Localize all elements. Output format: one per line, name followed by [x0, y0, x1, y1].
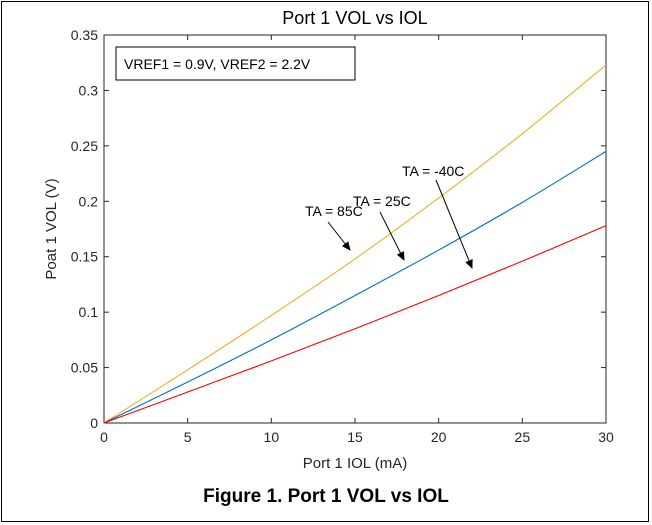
series-line-0 — [103, 64, 607, 424]
chart: Port 1 VOL vs IOL 0 5 10 15 20 25 30 0 0.05 0.1 0.… — [43, 8, 614, 472]
chart-title: Port 1 VOL vs IOL — [282, 8, 427, 28]
y-tick-label: 0.1 — [79, 304, 99, 320]
figure-caption: Figure 1. Port 1 VOL vs IOL — [203, 486, 449, 507]
y-tick-label: 0 — [90, 415, 98, 431]
annotation-arrow — [327, 221, 351, 251]
annotation-arrow — [379, 211, 405, 261]
series-lines — [103, 64, 607, 424]
annotation-label: TA = -40C — [402, 163, 464, 179]
x-tick-label: 15 — [347, 429, 363, 445]
x-tick-label: 30 — [598, 429, 614, 445]
y-tick-label: 0.3 — [79, 82, 99, 98]
y-tick-label: 0.25 — [71, 138, 98, 154]
annotation-label: TA = 85C — [305, 203, 363, 219]
y-tick-label: 0.05 — [71, 360, 98, 376]
x-tick-label: 20 — [431, 429, 447, 445]
y-tick-label: 0.15 — [71, 249, 98, 265]
x-tick-label: 0 — [100, 429, 108, 445]
x-axis-label: Port 1 IOL (mA) — [303, 455, 407, 472]
x-tick-label: 25 — [515, 429, 531, 445]
series-line-2 — [103, 225, 607, 424]
plot-area — [103, 34, 607, 424]
legend-box: VREF1 = 0.9V, VREF2 = 2.2V — [115, 46, 356, 81]
x-tick-label: 5 — [184, 429, 192, 445]
annotation-label: TA = 25C — [353, 193, 411, 209]
axis-ticks: 0 5 10 15 20 25 30 0 0.05 0.1 0.15 0.2 0.25 0.3 0.35 — [71, 27, 614, 445]
legend-text: VREF1 = 0.9V, VREF2 = 2.2V — [124, 56, 311, 72]
annotation-arrow — [435, 179, 473, 269]
series-line-1 — [103, 150, 607, 424]
y-tick-label: 0.2 — [79, 193, 99, 209]
y-tick-label: 0.35 — [71, 27, 98, 43]
x-tick-label: 10 — [264, 429, 280, 445]
y-axis-label: Poat 1 VOL (V) — [43, 178, 60, 279]
